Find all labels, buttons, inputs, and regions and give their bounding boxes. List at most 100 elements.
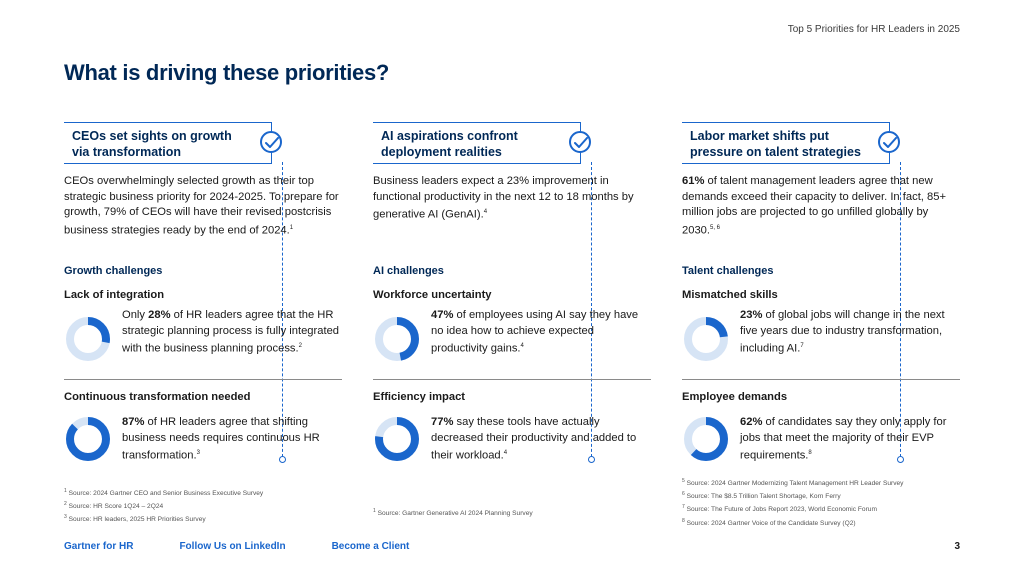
footnote-text: Source: HR leaders, 2025 HR Priorities S… bbox=[66, 516, 206, 524]
stat-footnote-ref: 4 bbox=[520, 343, 524, 349]
intro-footnote-ref: 1 bbox=[289, 224, 294, 231]
footer-link-become-client[interactable]: Become a Client bbox=[331, 541, 410, 552]
checkmark-circle-icon bbox=[260, 131, 282, 153]
footnote-number: 7 bbox=[682, 504, 685, 511]
footnote-number: 2 bbox=[64, 501, 67, 508]
checkmark-circle-icon bbox=[569, 131, 591, 153]
checkmark-circle-icon bbox=[878, 131, 900, 153]
stat-footnote-ref: 3 bbox=[196, 450, 200, 456]
footer-link-linkedin[interactable]: Follow Us on LinkedIn bbox=[179, 541, 286, 552]
connector-end-dot bbox=[279, 456, 286, 463]
challenge-stat-text: 87% of HR leaders agree that shifting bu… bbox=[122, 415, 344, 464]
connector-end-dot bbox=[897, 456, 904, 463]
donut-value-arc bbox=[375, 417, 419, 461]
footnotes-col2: 1 Source: Gartner Generative AI 2024 Pla… bbox=[373, 506, 533, 519]
column-heading-line2: deployment realities bbox=[381, 144, 502, 159]
donut-value-arc bbox=[375, 317, 419, 361]
footnote-text: Source: The $8.5 Trillion Talent Shortag… bbox=[684, 493, 841, 501]
donut-value-arc bbox=[66, 417, 110, 461]
stat-description: of HR leaders agree that shifting busine… bbox=[122, 416, 320, 462]
footnote-line: 6 Source: The $8.5 Trillion Talent Short… bbox=[682, 489, 903, 502]
column-heading-line1: Labor market shifts put bbox=[690, 129, 829, 143]
page-number: 3 bbox=[954, 541, 960, 552]
report-title-label: Top 5 Priorities for HR Leaders in 2025 bbox=[787, 24, 960, 35]
donut-chart-svg bbox=[684, 317, 728, 361]
challenges-label: AI challenges bbox=[373, 265, 444, 277]
stat-donut-chart bbox=[64, 315, 112, 363]
challenges-label: Talent challenges bbox=[682, 265, 774, 277]
footnote-number: 1 bbox=[373, 508, 376, 514]
footnote-number: 5 bbox=[682, 478, 685, 484]
donut-chart-svg bbox=[375, 417, 419, 461]
footnote-line: 5 Source: 2024 Gartner Modernizing Talen… bbox=[682, 476, 903, 489]
footnote-number: 6 bbox=[682, 491, 685, 498]
footnote-line: 8 Source: 2024 Gartner Voice of the Cand… bbox=[682, 516, 903, 529]
stat-footnote-ref: 7 bbox=[800, 343, 804, 349]
stat-description: of global jobs will change in the next f… bbox=[740, 309, 945, 355]
stat-footnote-ref: 8 bbox=[808, 450, 812, 456]
donut-value-arc bbox=[66, 317, 110, 361]
item-divider bbox=[373, 379, 651, 380]
column-ceos: CEOs set sights on growth via transformat… bbox=[64, 122, 354, 464]
column-heading-line1: CEOs set sights on growth bbox=[72, 129, 232, 143]
column-ai: AI aspirations confront deployment realit… bbox=[373, 122, 663, 464]
item-divider bbox=[64, 379, 342, 380]
stat-donut-chart bbox=[373, 315, 421, 363]
challenge-title: Workforce uncertainty bbox=[373, 289, 492, 301]
column-labor: Labor market shifts put pressure on talen… bbox=[682, 122, 972, 463]
item-divider bbox=[682, 379, 960, 380]
challenge-stat-text: 77% say these tools have actually decrea… bbox=[431, 415, 653, 464]
stat-donut-chart bbox=[373, 415, 421, 463]
stat-prefix: Only bbox=[122, 309, 149, 321]
donut-chart-svg bbox=[66, 317, 110, 361]
column-intro-text: Business leaders expect a 23% improvemen… bbox=[373, 174, 653, 223]
stat-percentage: 87% bbox=[122, 416, 145, 428]
challenge-title: Lack of integration bbox=[64, 289, 165, 301]
footnote-text: Source: HR Score 1Q24 – 2Q24 bbox=[66, 503, 164, 511]
footnote-text: Source: 2024 Gartner Modernizing Talent … bbox=[684, 480, 904, 488]
stat-description: of candidates say they only apply for jo… bbox=[740, 416, 947, 462]
column-heading: CEOs set sights on growth via transformat… bbox=[64, 122, 272, 164]
column-heading: Labor market shifts put pressure on talen… bbox=[682, 122, 890, 164]
donut-value-arc bbox=[684, 417, 728, 461]
footnotes-col3: 5 Source: 2024 Gartner Modernizing Talen… bbox=[682, 476, 903, 529]
stat-description: of employees using AI say they have no i… bbox=[431, 309, 639, 355]
intro-footnote-ref: 5, 6 bbox=[710, 224, 721, 231]
footnote-number: 8 bbox=[682, 517, 685, 524]
connector-end-dot bbox=[588, 456, 595, 463]
dashed-connector-line bbox=[900, 162, 901, 462]
challenge-title: Efficiency impact bbox=[373, 391, 466, 403]
footnote-line: 1 Source: 2024 Gartner CEO and Senior Bu… bbox=[64, 486, 263, 499]
footnote-text: Source: Gartner Generative AI 2024 Plann… bbox=[375, 510, 533, 518]
column-heading-line2: via transformation bbox=[72, 144, 182, 159]
footnote-line: 1 Source: Gartner Generative AI 2024 Pla… bbox=[373, 506, 533, 519]
stat-footnote-ref: 4 bbox=[503, 450, 508, 456]
intro-body: Business leaders expect a 23% improvemen… bbox=[373, 175, 634, 221]
column-heading: AI aspirations confront deployment realit… bbox=[373, 122, 581, 164]
footer-links: Gartner for HR Follow Us on LinkedIn Bec… bbox=[64, 541, 409, 552]
column-heading-line1: AI aspirations confront bbox=[381, 129, 518, 143]
stat-percentage: 23% bbox=[740, 309, 763, 321]
footnote-line: 2 Source: HR Score 1Q24 – 2Q24 bbox=[64, 499, 263, 512]
challenges-label: Growth challenges bbox=[64, 265, 163, 277]
stat-percentage: 47% bbox=[431, 309, 454, 321]
donut-chart-svg bbox=[375, 317, 419, 361]
challenge-stat-text: 23% of global jobs will change in the ne… bbox=[740, 308, 962, 357]
column-heading-line2: pressure on talent strategies bbox=[690, 144, 861, 159]
intro-highlight-stat: 61% bbox=[682, 175, 705, 187]
stat-description: of HR leaders agree that the HR strategi… bbox=[122, 309, 340, 355]
footnote-line: 3 Source: HR leaders, 2025 HR Priorities… bbox=[64, 512, 263, 525]
footnotes-col1: 1 Source: 2024 Gartner CEO and Senior Bu… bbox=[64, 486, 263, 526]
stat-percentage: 62% bbox=[740, 416, 763, 428]
stat-donut-chart bbox=[64, 415, 112, 463]
footer-link-gartner-hr[interactable]: Gartner for HR bbox=[64, 541, 134, 552]
donut-chart-svg bbox=[684, 417, 728, 461]
page-title: What is driving these priorities? bbox=[64, 60, 390, 85]
stat-donut-chart bbox=[682, 315, 730, 363]
stat-footnote-ref: 2 bbox=[298, 343, 302, 349]
intro-body: of talent management leaders agree that … bbox=[682, 175, 946, 237]
challenge-title: Employee demands bbox=[682, 391, 788, 403]
donut-chart-svg bbox=[66, 417, 110, 461]
footnote-number: 1 bbox=[64, 488, 67, 494]
stat-percentage: 77% bbox=[431, 416, 454, 428]
